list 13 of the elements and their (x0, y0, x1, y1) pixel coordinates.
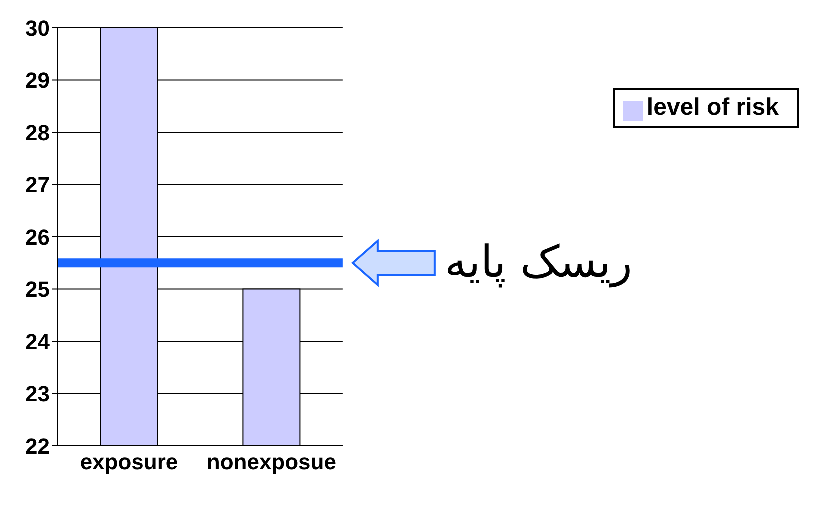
y-tick-label: 30 (26, 16, 50, 41)
y-tick-label: 25 (26, 277, 50, 302)
y-tick-label: 23 (26, 382, 50, 407)
y-tick-label: 26 (26, 224, 50, 250)
x-tick-label: exposure (80, 450, 178, 475)
legend-label: level of risk (646, 94, 779, 121)
y-tick-label: 29 (26, 68, 50, 94)
x-tick-label: nonexposue (206, 450, 336, 475)
y-tick-label: 27 (26, 172, 50, 198)
y-tick-label: 28 (26, 120, 50, 146)
y-tick-label: 22 (26, 434, 50, 459)
ref-line-label: ریسک پایه (444, 237, 633, 288)
y-tick-label: 24 (26, 329, 51, 354)
